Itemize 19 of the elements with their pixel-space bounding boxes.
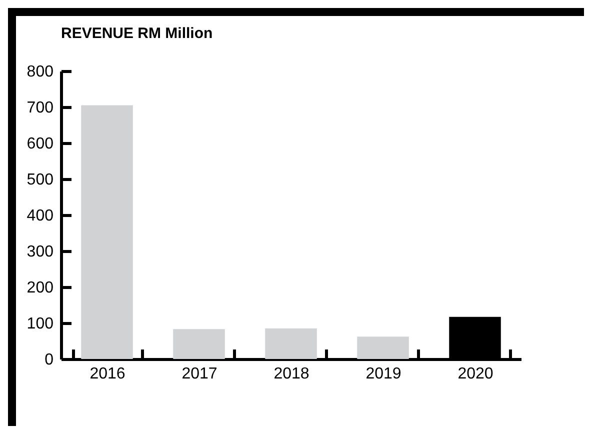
bar bbox=[265, 328, 317, 359]
y-tick-label: 800 bbox=[26, 64, 54, 80]
y-tick-label: 400 bbox=[26, 208, 54, 224]
bar bbox=[173, 329, 225, 359]
chart-title: REVENUE RM Million bbox=[61, 25, 213, 42]
x-tick-label: 2017 bbox=[182, 366, 218, 382]
bar bbox=[357, 336, 409, 359]
x-tick-label: 2016 bbox=[90, 366, 126, 382]
y-tick-label: 500 bbox=[26, 172, 54, 188]
bar bbox=[81, 105, 133, 359]
y-tick-label: 300 bbox=[26, 244, 54, 260]
x-tick-label: 2020 bbox=[458, 366, 494, 382]
x-tick-label: 2019 bbox=[366, 366, 402, 382]
y-tick-label: 200 bbox=[26, 280, 54, 296]
x-tick-label: 2018 bbox=[274, 366, 310, 382]
y-tick-label: 100 bbox=[26, 316, 54, 332]
y-tick-label: 700 bbox=[26, 100, 54, 116]
y-tick-label: 0 bbox=[44, 352, 54, 368]
y-tick-label: 600 bbox=[26, 136, 54, 152]
